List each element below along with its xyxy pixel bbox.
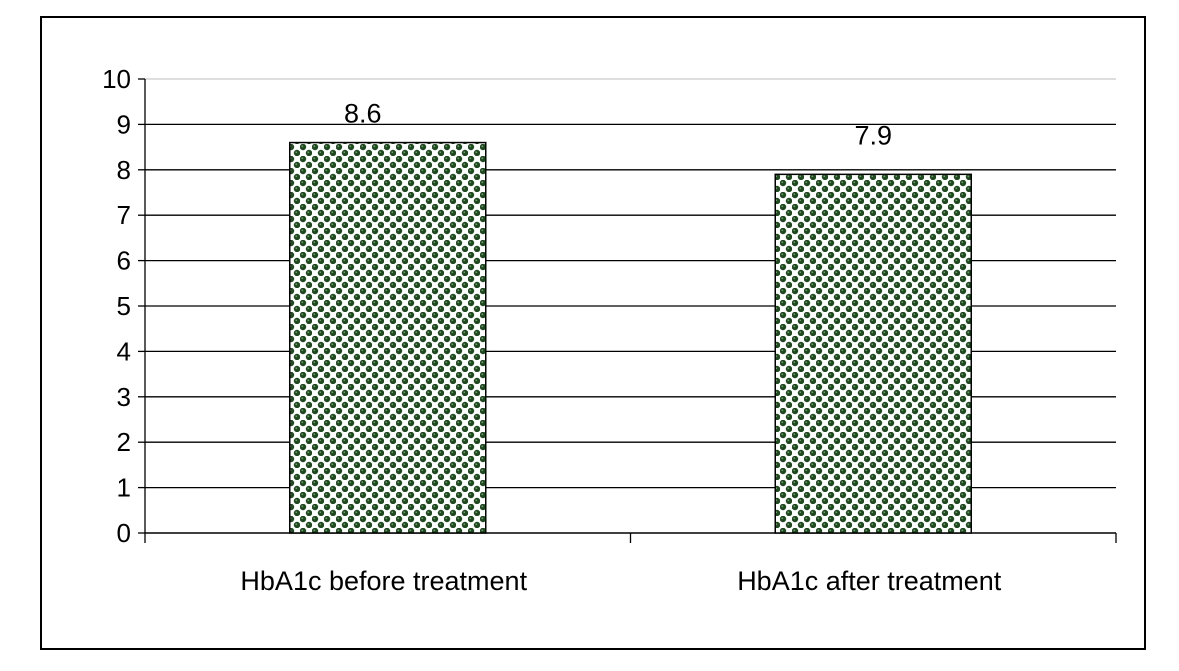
y-tick-label: 6 bbox=[117, 246, 131, 276]
data-label: 7.9 bbox=[854, 120, 892, 150]
y-tick-label: 5 bbox=[117, 291, 131, 321]
y-tick-label: 10 bbox=[102, 64, 131, 94]
y-tick-label: 8 bbox=[117, 155, 131, 185]
data-label: 8.6 bbox=[344, 99, 382, 129]
y-tick-label: 3 bbox=[117, 382, 131, 412]
x-category-label: HbA1c after treatment bbox=[737, 566, 1002, 596]
bars bbox=[289, 141, 972, 534]
y-tick-label: 0 bbox=[117, 518, 131, 548]
y-tick-label: 4 bbox=[117, 336, 131, 366]
x-category-label: HbA1c before treatment bbox=[240, 566, 527, 596]
bar bbox=[289, 141, 487, 534]
labels: 0 1 2 3 4 5 6 7 8 9 10 8.6 HbA1c before treatment 7.9… bbox=[102, 64, 1002, 596]
y-tick-label: 1 bbox=[117, 473, 131, 503]
y-tick-label: 9 bbox=[117, 109, 131, 139]
bar bbox=[774, 173, 972, 534]
y-tick-label: 2 bbox=[117, 427, 131, 457]
y-tick-label: 7 bbox=[117, 200, 131, 230]
